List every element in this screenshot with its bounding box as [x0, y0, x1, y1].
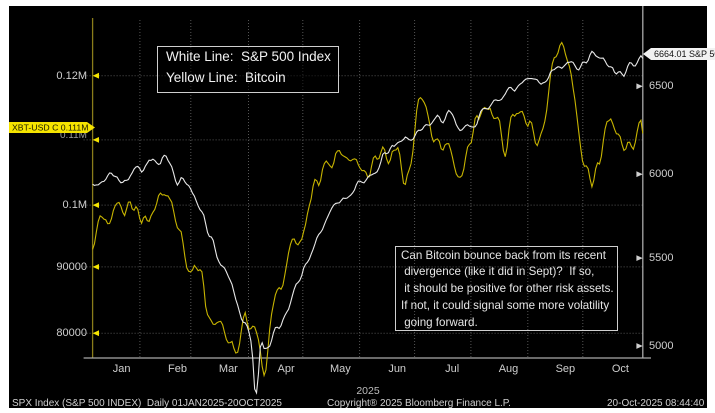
svg-text:6664.01 S&P 500 I: 6664.01 S&P 500 I	[654, 49, 715, 59]
svg-text:XBT-USD C 0.111M: XBT-USD C 0.111M	[12, 123, 88, 133]
